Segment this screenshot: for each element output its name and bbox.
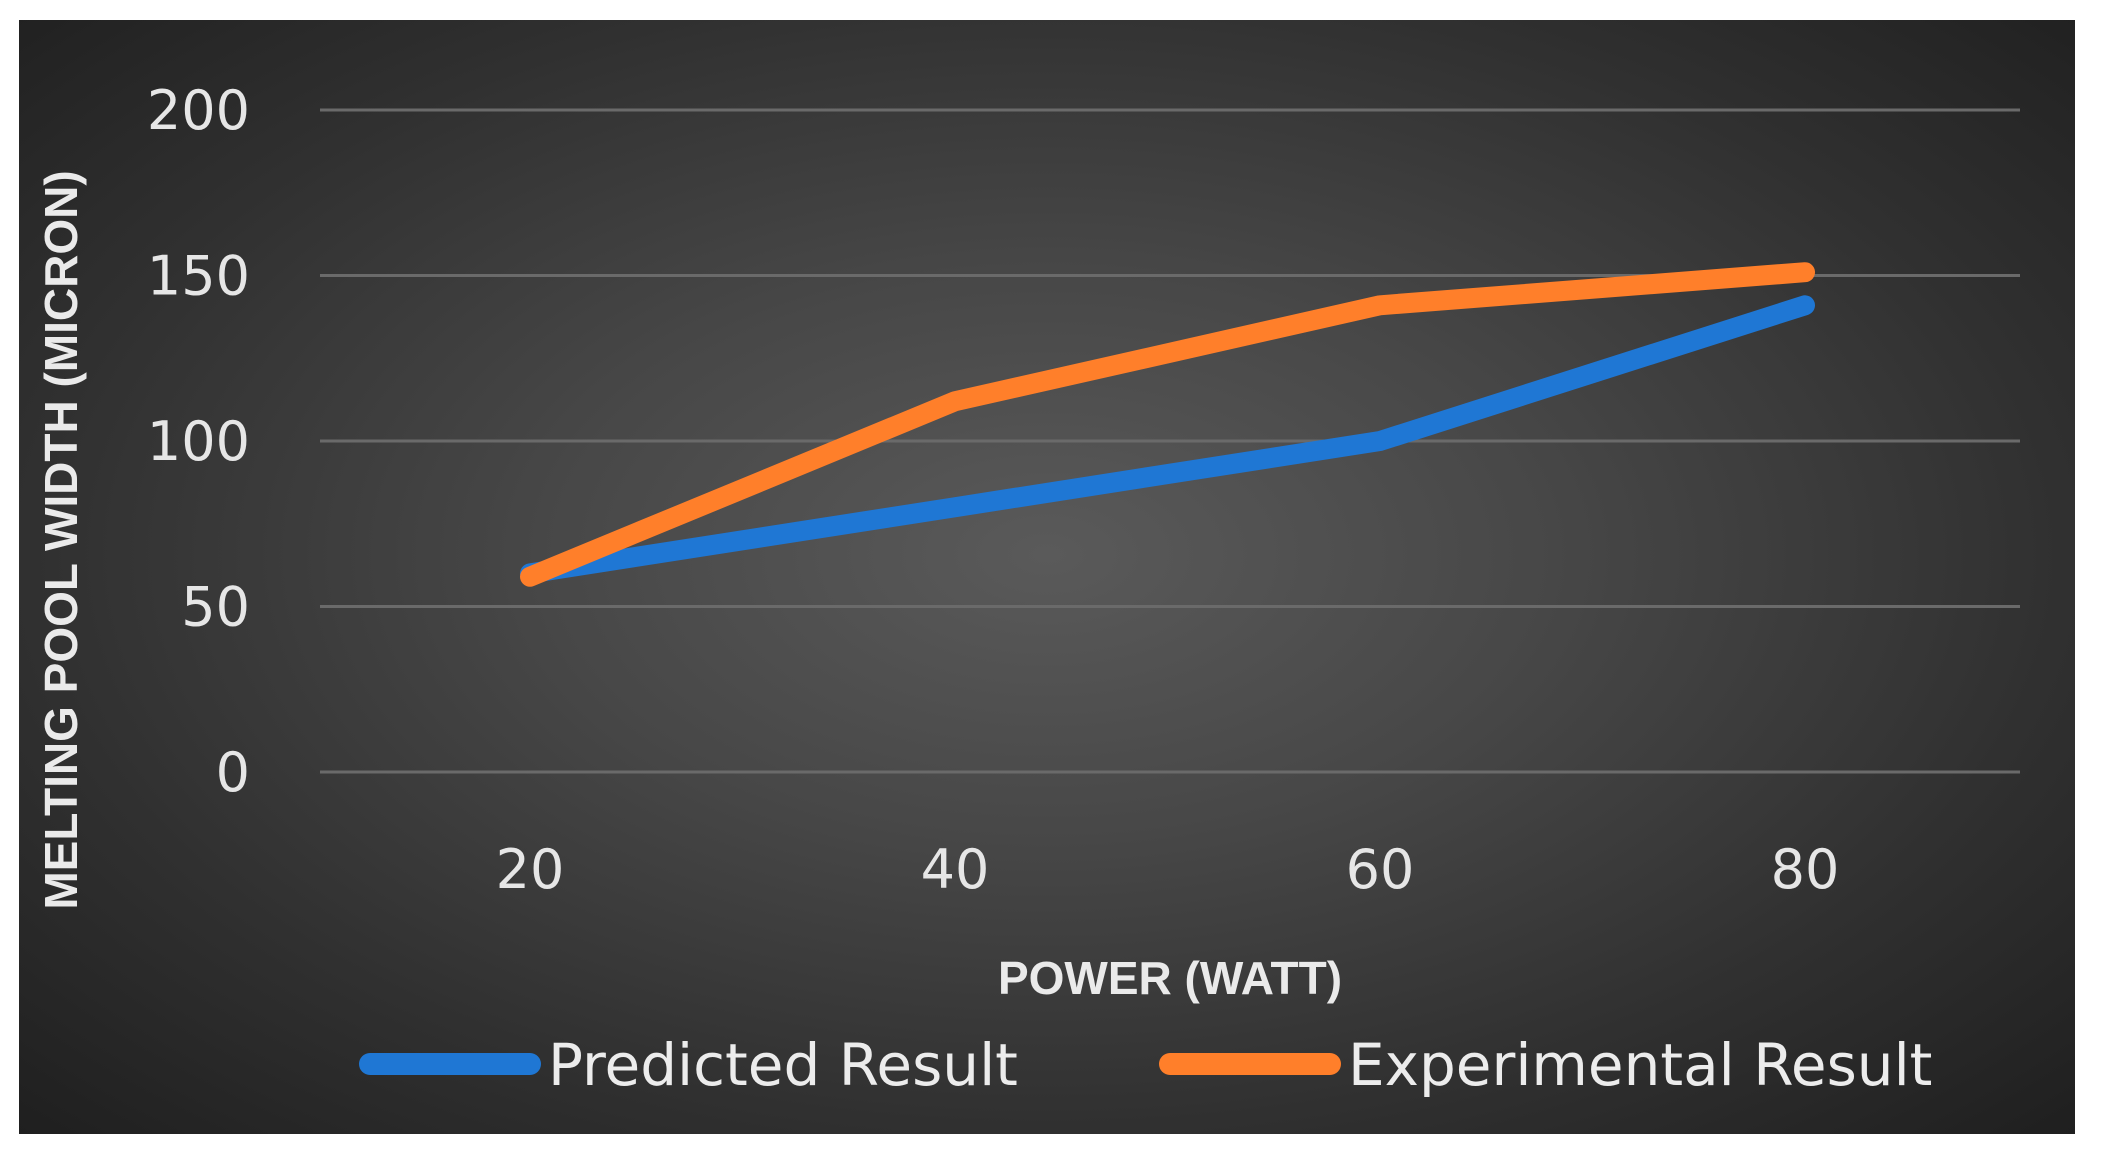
- series-lines: [520, 262, 1815, 587]
- series-line-2: [520, 262, 1815, 587]
- legend-label-2: Experimental Result: [1348, 1031, 1932, 1099]
- gridlines: [320, 108, 2020, 774]
- y-tick-label: 150: [147, 245, 250, 308]
- legend: Predicted Result Experimental Result: [359, 1031, 1932, 1099]
- y-tick-label: 100: [147, 410, 250, 473]
- x-tick-label: 60: [1346, 838, 1415, 901]
- x-tick-label: 20: [496, 838, 565, 901]
- series-line-1: [520, 295, 1815, 584]
- chart-panel: [19, 20, 2075, 1134]
- y-axis-title: MELTING POOL WIDTH (MICRON): [35, 170, 87, 909]
- y-tick-label: 200: [147, 79, 250, 142]
- y-tick-label: 50: [181, 576, 250, 639]
- x-tick-labels: 20 40 60 80: [496, 838, 1840, 901]
- x-axis-title: POWER (WATT): [998, 952, 1342, 1004]
- y-tick-labels: 0 50 100 150 200: [147, 79, 250, 804]
- x-tick-label: 40: [921, 838, 990, 901]
- y-tick-label: 0: [216, 741, 250, 804]
- x-tick-label: 80: [1771, 838, 1840, 901]
- legend-label-1: Predicted Result: [548, 1031, 1018, 1099]
